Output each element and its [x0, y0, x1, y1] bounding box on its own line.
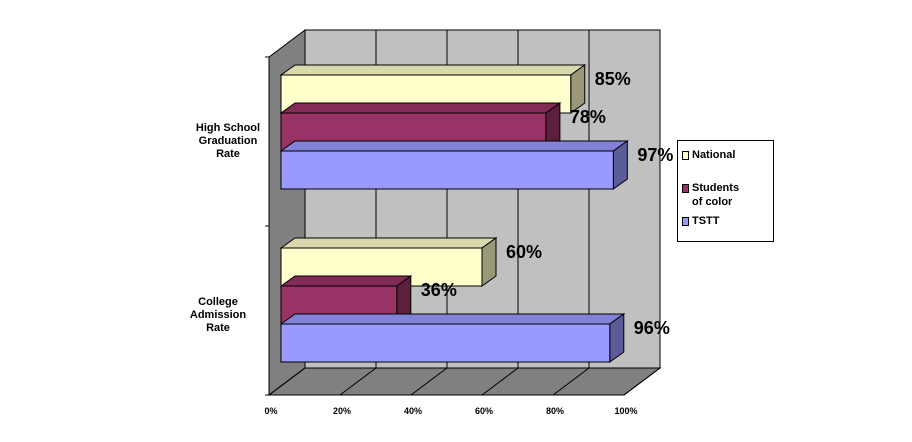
category-label-line: Rate — [216, 148, 240, 160]
floor-gridline — [623, 367, 661, 396]
legend-swatch-national — [682, 151, 689, 160]
floor-gridline — [552, 367, 590, 396]
bar — [280, 323, 611, 363]
x-tick-label: 60% — [475, 406, 493, 416]
x-tick-label: 20% — [333, 406, 351, 416]
legend-label: TSTT — [692, 215, 720, 227]
legend-label: Students — [692, 182, 740, 194]
x-tick-label: 80% — [546, 406, 564, 416]
category-label-college: College Admission Rate — [163, 296, 273, 335]
data-label: 60% — [506, 242, 542, 262]
floor-gridline — [339, 367, 377, 396]
data-label: 97% — [637, 145, 673, 165]
bar-top-face — [279, 64, 587, 76]
bar-top-face — [279, 275, 413, 287]
category-label-line: College — [198, 296, 238, 308]
bar-top-face — [279, 313, 626, 325]
legend-swatch-students-of-color — [682, 184, 689, 193]
bar-top-face — [279, 102, 562, 114]
legend-item-students-of-color: Students of color — [682, 181, 740, 209]
data-label: 85% — [595, 69, 631, 89]
data-label: 36% — [421, 280, 457, 300]
bar — [280, 150, 614, 190]
bar-top-face — [279, 237, 498, 249]
x-tick-label: 0% — [264, 406, 277, 416]
category-label-high-school: High School Graduation Rate — [173, 122, 283, 161]
floor-gridline — [481, 367, 519, 396]
chart-legend: National Students of color TSTT — [677, 140, 774, 242]
legend-label: National — [692, 149, 736, 161]
floor-gridline — [268, 367, 306, 396]
legend-item-national: National — [682, 148, 736, 162]
x-tick-label: 100% — [614, 406, 637, 416]
bar-top-face — [279, 140, 629, 152]
floor-gridline — [410, 367, 448, 396]
data-label: 78% — [570, 107, 606, 127]
floor — [267, 367, 662, 396]
category-label-line: Rate — [206, 322, 230, 334]
category-label-line: Graduation — [198, 135, 258, 147]
legend-item-tstt: TSTT — [682, 214, 720, 228]
category-label-line: Admission — [189, 309, 247, 321]
category-label-line: High School — [195, 122, 261, 134]
legend-swatch-tstt — [682, 217, 689, 226]
data-label: 96% — [634, 318, 670, 338]
x-tick-label: 40% — [404, 406, 422, 416]
legend-label: of color — [692, 196, 733, 208]
